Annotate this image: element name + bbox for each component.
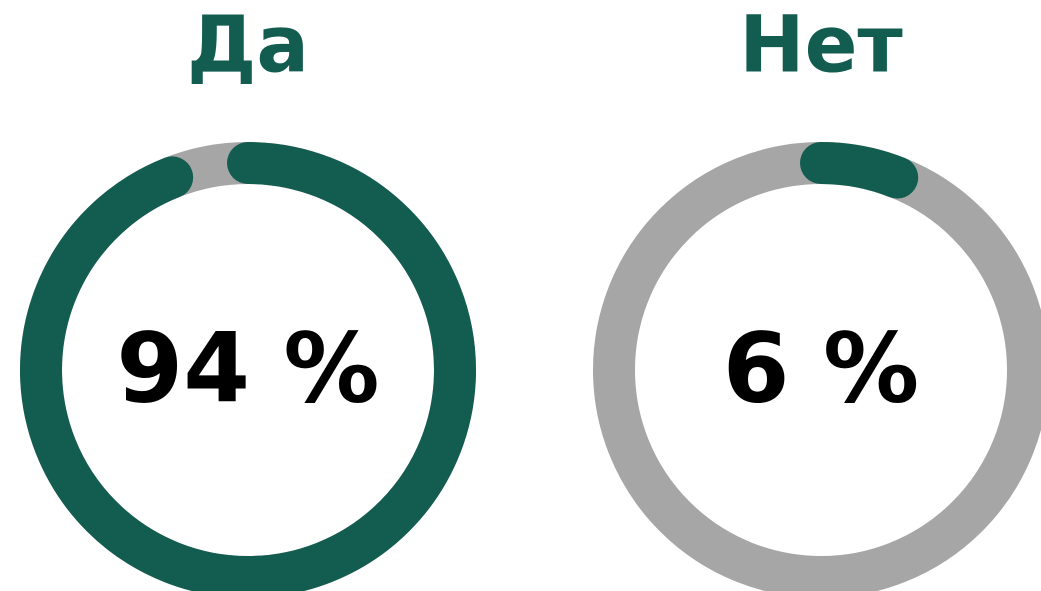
value-label: 94 % (116, 312, 379, 424)
value-label: 6 % (723, 312, 919, 424)
donut-arc (20, 142, 476, 591)
donut-chart: Нет 6 % (593, 0, 1041, 591)
chart-title: Да (187, 0, 309, 90)
donut-arc (593, 142, 1041, 591)
donut-chart: Да 94 % (20, 0, 476, 591)
chart-title: Нет (739, 0, 902, 90)
